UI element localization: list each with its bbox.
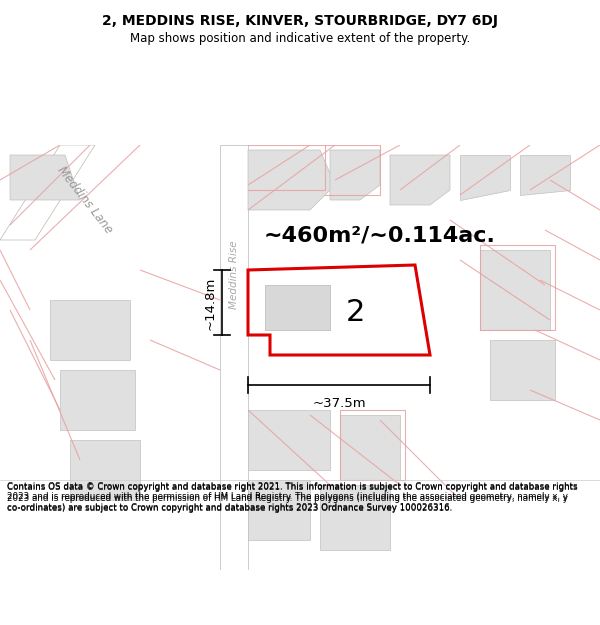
Text: 2, MEDDINS RISE, KINVER, STOURBRIDGE, DY7 6DJ: 2, MEDDINS RISE, KINVER, STOURBRIDGE, DY… bbox=[102, 14, 498, 28]
Polygon shape bbox=[70, 440, 140, 500]
Text: ~460m²/~0.114ac.: ~460m²/~0.114ac. bbox=[264, 225, 496, 245]
Polygon shape bbox=[248, 150, 335, 210]
Polygon shape bbox=[220, 145, 248, 570]
Polygon shape bbox=[480, 250, 550, 330]
Polygon shape bbox=[248, 480, 310, 540]
Polygon shape bbox=[330, 150, 380, 200]
Polygon shape bbox=[60, 370, 135, 430]
Polygon shape bbox=[390, 155, 450, 205]
Text: 2: 2 bbox=[346, 298, 365, 326]
Text: Contains OS data © Crown copyright and database right 2021. This information is : Contains OS data © Crown copyright and d… bbox=[7, 483, 578, 513]
Text: Meddins Lane: Meddins Lane bbox=[55, 164, 115, 236]
Text: ~14.8m: ~14.8m bbox=[204, 276, 217, 330]
Polygon shape bbox=[248, 410, 330, 470]
Polygon shape bbox=[10, 155, 80, 200]
Polygon shape bbox=[460, 155, 510, 200]
Polygon shape bbox=[520, 155, 570, 195]
Polygon shape bbox=[340, 415, 400, 480]
Polygon shape bbox=[265, 285, 330, 330]
Text: Meddins Rise: Meddins Rise bbox=[229, 241, 239, 309]
Polygon shape bbox=[248, 265, 430, 355]
Polygon shape bbox=[0, 145, 95, 240]
Text: ~37.5m: ~37.5m bbox=[312, 397, 366, 410]
Polygon shape bbox=[490, 340, 555, 400]
Polygon shape bbox=[320, 485, 390, 550]
Polygon shape bbox=[50, 300, 130, 360]
Text: Contains OS data © Crown copyright and database right 2021. This information is : Contains OS data © Crown copyright and d… bbox=[7, 482, 578, 512]
Text: Map shows position and indicative extent of the property.: Map shows position and indicative extent… bbox=[130, 32, 470, 45]
